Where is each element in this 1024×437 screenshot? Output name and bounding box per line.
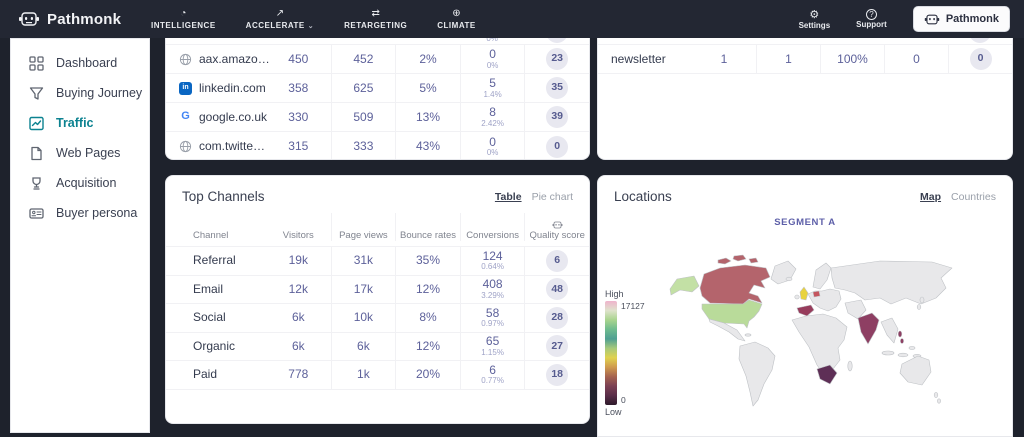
map-uk [799, 286, 809, 301]
map-spain [796, 304, 815, 317]
card-title: Top Channels [182, 189, 265, 204]
map-south-africa [816, 364, 838, 385]
sidebar-item-dashboard[interactable]: Dashboard [11, 48, 149, 78]
question-mark-icon: ? [865, 9, 877, 20]
quality-score-badge: 23 [546, 48, 569, 70]
channels-view-tabs: Table Pie chart [495, 191, 573, 203]
partial-row: 0% [166, 38, 589, 45]
quality-score-badge: 0 [969, 48, 992, 70]
intelligence-gauge-icon: ◔ [180, 7, 187, 19]
quality-score-badge: 6 [546, 249, 569, 272]
retargeting-repeat-icon: ⇄ [371, 7, 380, 19]
quality-score-badge: 0 [546, 135, 569, 158]
document-icon [31, 146, 42, 160]
support-button[interactable]: ? Support [856, 9, 887, 29]
pathmonk-robot-icon [19, 12, 39, 26]
map-india [857, 312, 880, 345]
legend-low-label: Low [605, 407, 622, 417]
dashboard-grid-icon [29, 55, 44, 71]
persona-card-icon [29, 207, 44, 219]
map-legend: High 17127 0 Low [605, 289, 645, 417]
table-row[interactable]: Social 6k 10k 8% 58 0.97% 28 [166, 304, 589, 333]
nav-right: ⚙ Settings ? Support Pathmonk [799, 6, 1010, 32]
map-philippines [897, 330, 903, 338]
channels-table-header: Channel Visitors Page views Bounce rates… [166, 213, 589, 247]
brand-logo[interactable]: Pathmonk [18, 10, 123, 28]
legend-max-value: 17127 [621, 301, 645, 311]
quality-score-badge: 28 [546, 306, 569, 329]
top-channels-card: Top Channels Table Pie chart Channel Vis… [165, 175, 590, 424]
table-row[interactable]: newsletter 1 1 100% 0 0 [598, 45, 1012, 74]
map-canada [699, 264, 771, 305]
nav-item-climate[interactable]: ⊕ CLIMATE [437, 7, 476, 30]
quality-score-badge: 35 [546, 77, 569, 99]
legend-min-value: 0 [621, 395, 626, 405]
partial-row [598, 38, 1012, 45]
table-row[interactable]: Paid 778 1k 20% 6 0.77% 18 [166, 361, 589, 390]
referrers-table-card: 0% aax.amazo… 450 452 2% 0 0% 23 in linke… [165, 38, 590, 160]
robot-icon [552, 221, 563, 229]
nav-menu: ◔ INTELLIGENCE ↗ ACCELERATE ⌄ ⇄ RETARGETI… [151, 7, 476, 30]
brand-name: Pathmonk [47, 10, 122, 28]
google-favicon-icon: G [181, 110, 190, 123]
segment-label: SEGMENT A [774, 217, 836, 228]
acquisition-trophy-icon [32, 176, 41, 190]
locations-card: Locations Map Countries SEGMENT A [597, 175, 1013, 437]
table-row[interactable]: Organic 6k 6k 12% 65 1.15% 27 [166, 332, 589, 361]
globe-favicon-icon [179, 140, 192, 153]
tab-map[interactable]: Map [920, 190, 942, 203]
globe-favicon-icon [179, 53, 192, 65]
table-row[interactable]: in linkedin.com 358 625 5% 5 1.4% 35 [166, 74, 589, 103]
map-netherlands [812, 290, 821, 298]
linkedin-favicon-icon: in [179, 81, 192, 95]
sidebar: Dashboard Buying Journey Traffic Web Pag… [10, 38, 150, 433]
locations-view-tabs: Map Countries [920, 191, 996, 203]
sidebar-item-acquisition[interactable]: Acquisition [11, 168, 149, 198]
table-row[interactable]: aax.amazo… 450 452 2% 0 0% 23 [166, 45, 589, 74]
table-row[interactable]: G google.co.uk 330 509 13% 8 2.42% 39 [166, 103, 589, 132]
nav-item-accelerate[interactable]: ↗ ACCELERATE ⌄ [245, 7, 315, 30]
pathmonk-robot-icon [924, 14, 940, 24]
table-row[interactable]: Email 12k 17k 12% 408 3.29% 48 [166, 275, 589, 304]
nav-item-intelligence[interactable]: ◔ INTELLIGENCE [151, 7, 216, 30]
chevron-down-icon: ⌄ [307, 22, 315, 30]
goals-table-card: newsletter 1 1 100% 0 0 [597, 38, 1013, 160]
sidebar-item-buying-journey[interactable]: Buying Journey [11, 78, 149, 108]
traffic-chart-icon [29, 116, 44, 130]
tab-countries[interactable]: Countries [951, 190, 996, 203]
quality-score-badge: 27 [546, 335, 569, 358]
quality-score-badge: 48 [546, 278, 569, 301]
account-button[interactable]: Pathmonk [912, 6, 1010, 32]
funnel-icon [29, 86, 44, 100]
gear-icon: ⚙ [809, 8, 820, 21]
quality-score-badge: 18 [546, 363, 569, 386]
table-row[interactable]: com.twitte… 315 333 43% 0 0% 0 [166, 132, 589, 159]
tab-table[interactable]: Table [494, 190, 522, 203]
table-row[interactable]: Referral 19k 31k 35% 124 0.64% 6 [166, 247, 589, 276]
card-title: Locations [614, 189, 672, 204]
settings-button[interactable]: ⚙ Settings [798, 8, 831, 30]
sidebar-item-traffic[interactable]: Traffic [11, 108, 149, 138]
accelerate-trend-icon: ↗ [275, 7, 285, 19]
quality-score-badge: 39 [546, 106, 569, 128]
world-map[interactable] [650, 248, 1006, 420]
tab-pie-chart[interactable]: Pie chart [531, 190, 573, 203]
map-alaska [669, 275, 700, 296]
top-navbar: Pathmonk ◔ INTELLIGENCE ↗ ACCELERATE ⌄ ⇄ … [0, 0, 1024, 38]
map-usa [701, 299, 763, 329]
climate-globe-icon: ⊕ [452, 7, 461, 19]
sidebar-item-web-pages[interactable]: Web Pages [11, 138, 149, 168]
sidebar-item-buyer-persona[interactable]: Buyer persona [11, 198, 149, 228]
legend-gradient-bar [605, 301, 617, 405]
legend-high-label: High [605, 289, 624, 299]
nav-item-retargeting[interactable]: ⇄ RETARGETING [344, 7, 408, 30]
